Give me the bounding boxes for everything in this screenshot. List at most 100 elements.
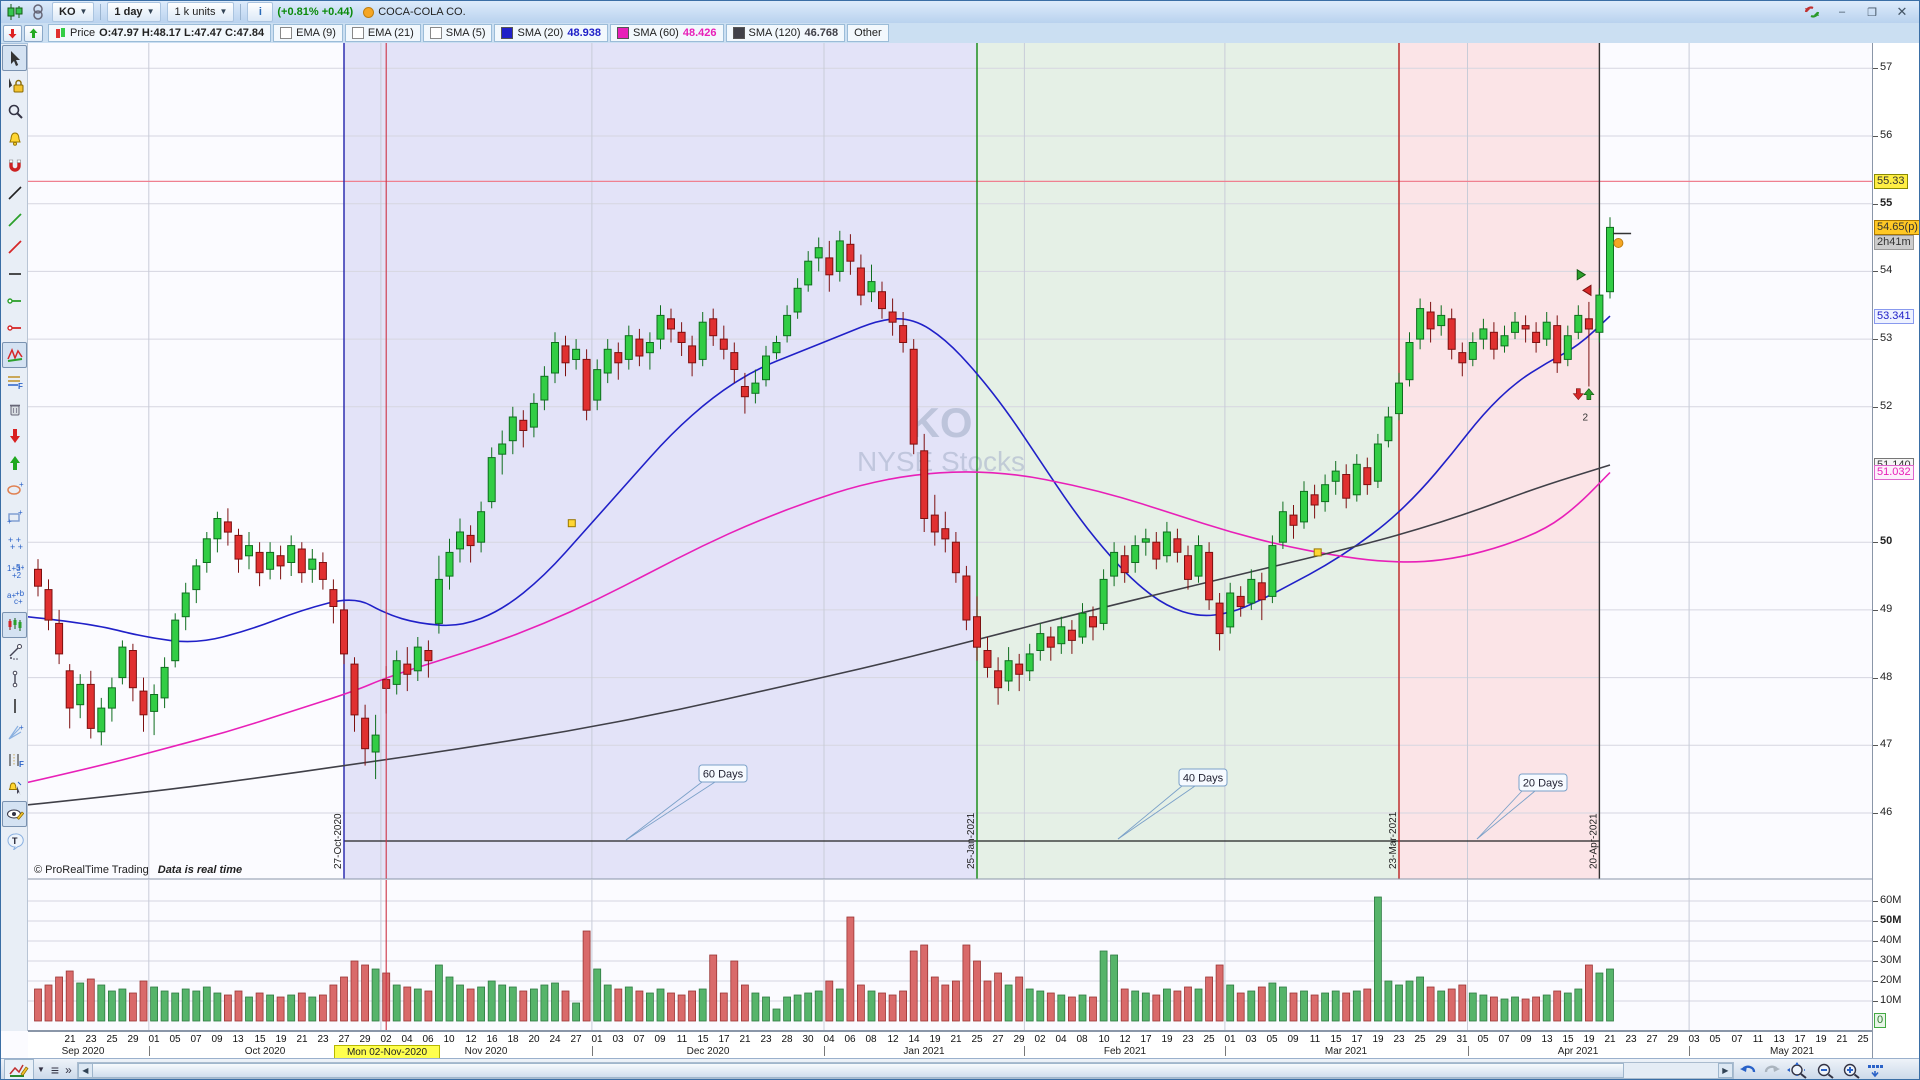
- legend-item-ema-9-[interactable]: EMA (9): [273, 24, 343, 42]
- rectangle-tool[interactable]: + +: [2, 504, 27, 530]
- vertical-line-tool[interactable]: [2, 693, 27, 719]
- indicator-checkbox[interactable]: [351, 27, 364, 39]
- delete-tool[interactable]: [2, 396, 27, 422]
- cursor-lock-tool[interactable]: [2, 72, 27, 98]
- horizontal-line-tool[interactable]: [2, 261, 27, 287]
- candle: [434, 578, 443, 624]
- dashed-segment-tool[interactable]: [2, 639, 27, 665]
- volume-bar: [1479, 994, 1488, 1022]
- horizontal-scrollbar[interactable]: ◀ ▶: [76, 1061, 1734, 1079]
- alert-tool[interactable]: [2, 126, 27, 152]
- indicator-swatch[interactable]: [501, 27, 514, 39]
- legend-item-ema-21-[interactable]: EMA (21): [344, 24, 421, 42]
- candle: [456, 531, 464, 550]
- ellipse-tool[interactable]: +: [2, 477, 27, 503]
- legend-item-sma-5-[interactable]: SMA (5): [422, 24, 493, 42]
- numbers-tool[interactable]: 1+3+25+: [2, 558, 27, 584]
- scroll-right-arrow[interactable]: ▶: [1717, 1062, 1733, 1078]
- volume-chart-canvas[interactable]: [28, 880, 1872, 1031]
- minimize-button[interactable]: –: [1838, 6, 1846, 18]
- chevrons-icon[interactable]: »: [65, 1063, 72, 1077]
- buy-arrow-tool[interactable]: [2, 450, 27, 476]
- indicator-swatch[interactable]: [732, 27, 745, 39]
- scroll-left-arrow[interactable]: ◀: [77, 1062, 93, 1078]
- date-axis[interactable]: 21 23 25 29 01 05 07 09 13 15 19 21 23 27 29 02 04 06 10 12…: [28, 1031, 1872, 1060]
- sell-order-button[interactable]: [3, 24, 22, 42]
- cursor-tool[interactable]: [2, 45, 27, 71]
- date-tick: 11: [1752, 1034, 1764, 1045]
- candle: [1521, 325, 1530, 330]
- candle: [234, 534, 243, 560]
- volume-bar: [1141, 992, 1150, 1022]
- points-tool[interactable]: + + + +: [2, 531, 27, 557]
- days-callout: [698, 764, 748, 783]
- symbol-dropdown[interactable]: KO ▼: [52, 2, 95, 22]
- ray-green-tool[interactable]: [2, 288, 27, 314]
- zoom-out-icon[interactable]: [1812, 1060, 1838, 1079]
- price-axis[interactable]: 57 56 55 54 53 52 50 49 48 47 46 60M 50M 40M 30M 20M 10M…: [1872, 43, 1919, 1058]
- units-dropdown[interactable]: 1 k units ▼: [167, 2, 235, 22]
- candle: [909, 348, 918, 445]
- close-button[interactable]: ✕: [1896, 4, 1908, 19]
- chevron-down-icon[interactable]: ▼: [37, 1065, 45, 1074]
- volume-bar: [34, 988, 42, 1022]
- legend-item-sma-20-[interactable]: SMA (20) 48.938: [494, 24, 608, 42]
- date-tick: 21: [739, 1034, 751, 1045]
- sell-arrow-tool[interactable]: [2, 423, 27, 449]
- chart-edit-icon[interactable]: [4, 1059, 34, 1079]
- trendline-red-tool[interactable]: [2, 234, 27, 260]
- legend-item-other[interactable]: Other: [847, 24, 889, 42]
- letters-tool[interactable]: a+ c+ +b: [2, 585, 27, 611]
- buy-order-button[interactable]: [24, 24, 43, 42]
- volume-bar: [1194, 988, 1203, 1022]
- trendline-green-tool[interactable]: [2, 207, 27, 233]
- date-tick: 11: [676, 1034, 688, 1045]
- magnet-tool[interactable]: [2, 153, 27, 179]
- phase-region: [344, 43, 977, 879]
- legend-label: Other: [854, 27, 882, 39]
- chart-pattern-tool[interactable]: [2, 612, 27, 638]
- lineblack-icon: [7, 186, 22, 200]
- ray-red-tool[interactable]: [2, 315, 27, 341]
- redo-icon[interactable]: [1760, 1060, 1784, 1079]
- text-tool[interactable]: T: [2, 828, 27, 854]
- date-tick: 30: [802, 1034, 814, 1045]
- fibonacci-tool[interactable]: F: [2, 369, 27, 395]
- link-instrument-icon[interactable]: [28, 2, 48, 22]
- fan-tool[interactable]: +: [2, 720, 27, 746]
- candle: [1331, 470, 1340, 482]
- indicator-checkbox[interactable]: [280, 27, 293, 39]
- scrollbar-thumb[interactable]: [91, 1062, 1624, 1078]
- zoom-fit-icon[interactable]: [1784, 1060, 1812, 1079]
- indicator-checkbox[interactable]: [429, 27, 442, 39]
- menu-icon[interactable]: ≡: [50, 1062, 60, 1078]
- zoom-in-icon[interactable]: [1838, 1060, 1864, 1079]
- legend-item-price[interactable]: Price O:47.97 H:48.17 L:47.47 C:47.84: [48, 24, 272, 42]
- pattern-tool[interactable]: [2, 342, 27, 368]
- legend-item-sma-120-[interactable]: SMA (120) 46.768: [725, 24, 846, 42]
- month-label: Feb 2021: [1103, 1046, 1147, 1057]
- price-tick: 52: [1873, 400, 1919, 412]
- date-tick: 09: [654, 1034, 666, 1045]
- timeframe-dropdown[interactable]: 1 day ▼: [107, 2, 162, 22]
- fibonacci-time-tool[interactable]: F: [2, 747, 27, 773]
- volume-bar: [192, 990, 201, 1022]
- refresh-icon[interactable]: [1801, 4, 1823, 20]
- undo-icon[interactable]: [1736, 1060, 1760, 1079]
- days-callout: [1178, 768, 1228, 787]
- legend-item-sma-60-[interactable]: SMA (60) 48.426: [610, 24, 724, 42]
- alert-cursor-tool[interactable]: [2, 774, 27, 800]
- divider: [240, 4, 242, 20]
- visibility-edit-tool[interactable]: [2, 801, 27, 827]
- indicator-swatch[interactable]: [617, 27, 629, 39]
- candle: [1067, 629, 1076, 641]
- vertical-segment-tool[interactable]: [2, 666, 27, 692]
- restore-button[interactable]: ❐: [1867, 6, 1877, 19]
- info-button[interactable]: i: [247, 2, 274, 22]
- zoom-tool[interactable]: [2, 99, 27, 125]
- more-options-icon[interactable]: [1864, 1060, 1890, 1079]
- trendline-black-tool[interactable]: [2, 180, 27, 206]
- volume-bar: [899, 990, 907, 1022]
- volume-bar: [1120, 988, 1129, 1022]
